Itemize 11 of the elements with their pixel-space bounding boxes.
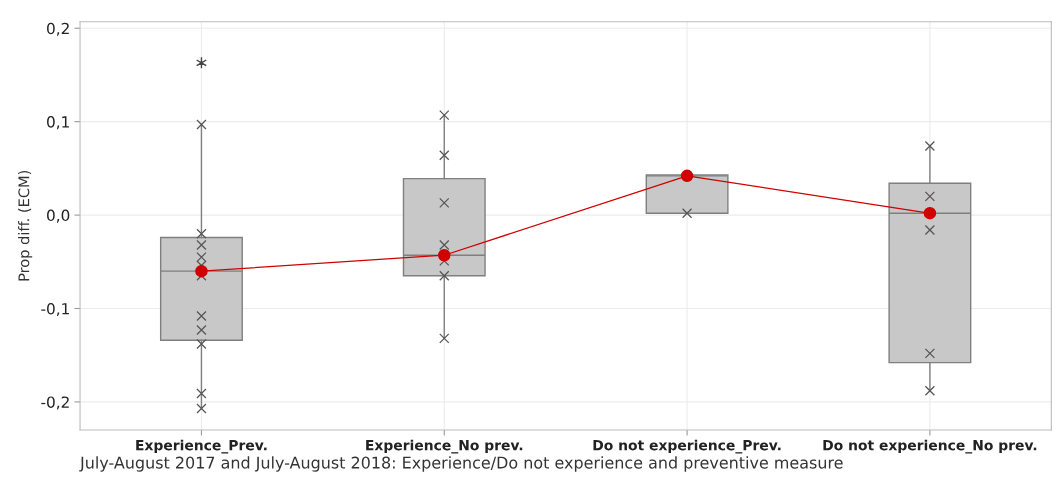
x-tick-label: Do not experience_No prev.: [823, 439, 1037, 454]
x-tick-label: Experience_Prev.: [136, 439, 267, 454]
x-axis-title: July-August 2017 and July-August 2018: Experience/Do not experience and preventive measure: [79, 456, 843, 472]
x-tick-label: Experience_No prev.: [366, 439, 523, 454]
y-tick-label: -0,1: [41, 302, 69, 317]
x-tick-label: Do not experience_Prev.: [593, 439, 781, 454]
y-tick-label: -0,2: [41, 396, 69, 410]
y-tick-label: 0,0: [47, 209, 70, 223]
y-tick-label: 0,2: [47, 22, 69, 36]
y-axis-title: Prop diff. (ECM): [18, 170, 33, 281]
y-tick-label: 0,1: [47, 116, 69, 130]
